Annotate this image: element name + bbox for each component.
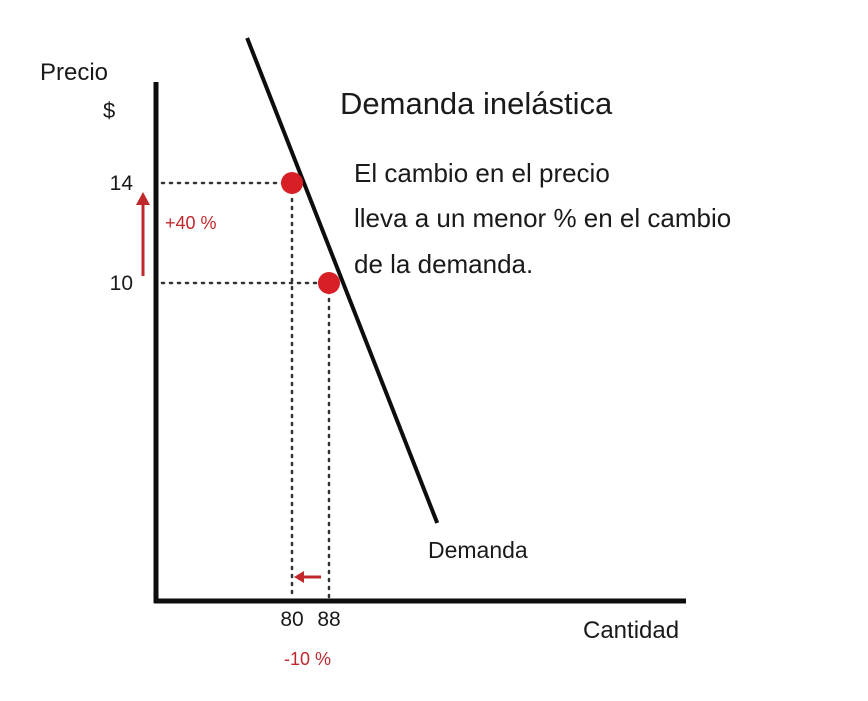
price-increase-arrowhead — [136, 192, 150, 205]
x-axis-label: Cantidad — [583, 617, 679, 644]
dotted-guide-lines — [160, 181, 331, 599]
series-label-demanda: Demanda — [428, 537, 528, 563]
chart-axes — [153, 82, 686, 604]
quantity-decrease-arrowhead — [294, 571, 304, 583]
x-tick-label-80: 80 — [280, 608, 303, 631]
data-points — [281, 172, 340, 294]
quantity-change-label: -10 % — [284, 649, 331, 669]
demand-curve-line — [245, 37, 440, 524]
y-tick-label-14: 14 — [110, 172, 134, 195]
tick-labels: 14 10 80 88 — [110, 172, 341, 631]
y-axis-unit-label: $ — [103, 98, 115, 123]
description-line-2: lleva a un menor % en el cambio — [354, 203, 731, 233]
y-axis-label: Precio — [40, 59, 108, 86]
demand-curve-layer — [245, 37, 440, 524]
y-tick-label-10: 10 — [110, 272, 133, 295]
description-line-3: de la demanda. — [354, 249, 533, 279]
price-change-label: +40 % — [165, 213, 217, 233]
x-tick-label-88: 88 — [317, 608, 340, 631]
description-line-1: El cambio en el precio — [354, 158, 610, 188]
chart-title: Demanda inelástica — [340, 86, 613, 121]
data-point-88-10 — [318, 272, 340, 294]
data-point-80-14 — [281, 172, 303, 194]
change-arrows — [136, 192, 321, 583]
